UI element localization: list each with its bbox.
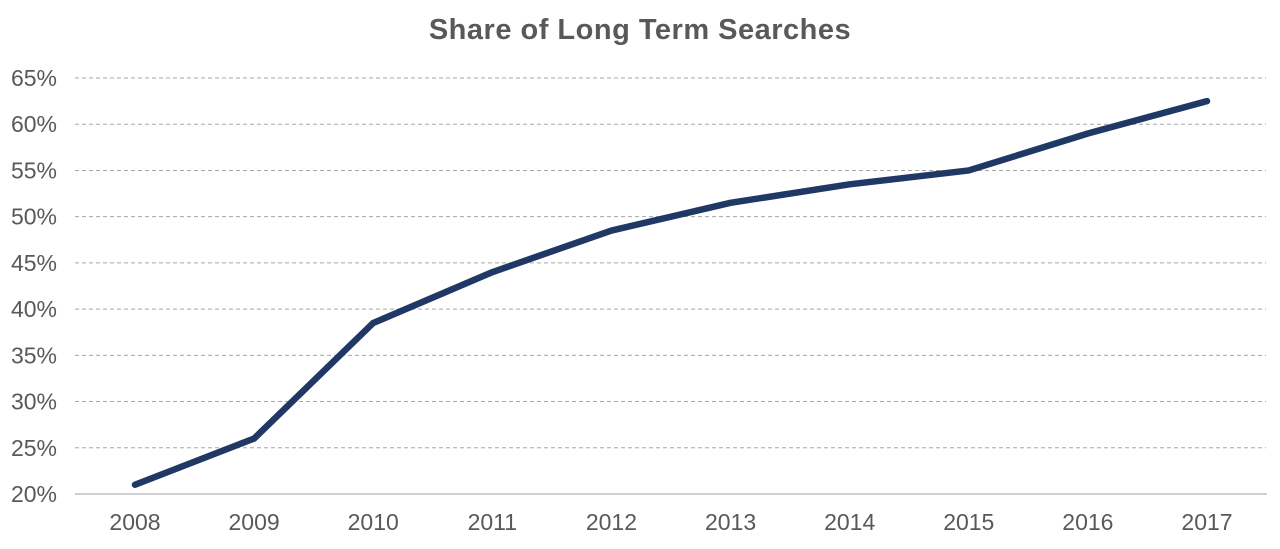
y-axis-tick-label: 20%: [11, 481, 57, 507]
y-axis-tick-label: 45%: [11, 250, 57, 276]
y-axis-tick-label: 50%: [11, 204, 57, 230]
x-axis-tick-label: 2016: [1062, 509, 1113, 535]
x-axis-tick-label: 2009: [229, 509, 280, 535]
y-axis-tick-label: 30%: [11, 389, 57, 415]
x-axis-tick-label: 2010: [348, 509, 399, 535]
x-axis-tick-label: 2017: [1181, 509, 1232, 535]
y-axis-tick-label: 55%: [11, 157, 57, 183]
chart-title: Share of Long Term Searches: [428, 14, 852, 46]
x-axis-tick-label: 2013: [705, 509, 756, 535]
y-gridlines: [75, 77, 1266, 449]
y-axis-tick-label: 60%: [11, 111, 57, 137]
x-axis-tick-label: 2011: [468, 509, 517, 535]
y-axis-tick-label: 25%: [11, 435, 57, 461]
x-axis-tick-label: 2008: [109, 509, 160, 535]
y-axis-tick-label: 65%: [11, 65, 57, 91]
series-line: [131, 97, 1211, 489]
y-axis-tick-label: 40%: [11, 296, 57, 322]
x-axis-tick-label: 2012: [586, 509, 637, 535]
y-axis-tick-label: 35%: [11, 342, 57, 368]
x-axis-tick-label: 2014: [824, 509, 875, 535]
x-axis-tick-labels: 2008 2009 2010 2011 2012 2013 2014 2015 2016 2017: [109, 509, 1232, 535]
y-axis-tick-labels: 20% 25% 30% 35% 40% 45% 50% 55% 60% 65%: [11, 65, 57, 507]
x-axis-tick-label: 2015: [943, 509, 994, 535]
